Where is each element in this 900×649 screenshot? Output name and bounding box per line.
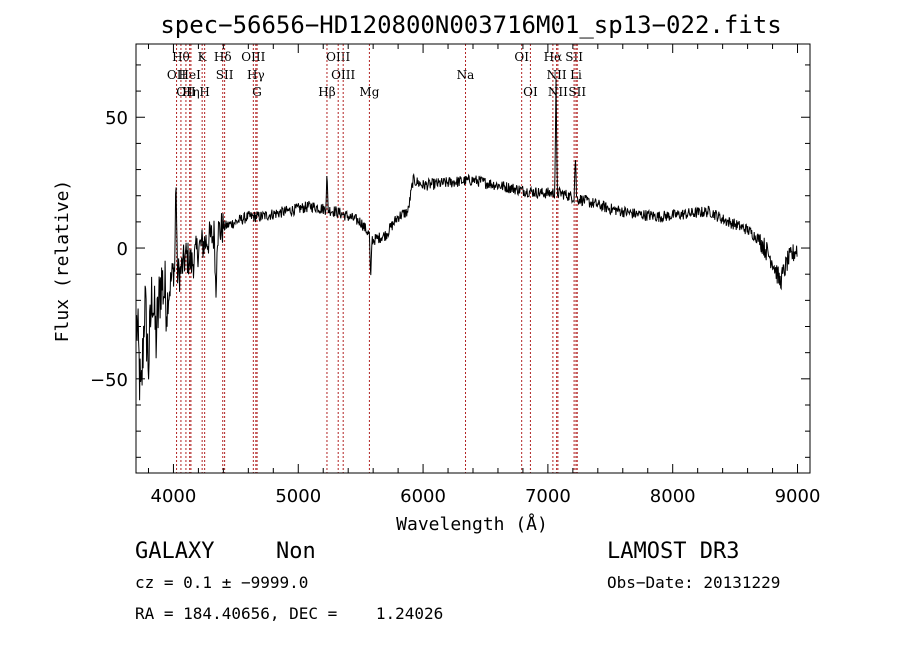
line-marker-label-0: OII	[167, 68, 187, 82]
line-marker-label-6: H	[199, 85, 209, 99]
plot-axes: 4000 5000 6000 7000 8000 9000 −50 0 50	[90, 43, 821, 507]
spectrum-series	[136, 78, 798, 401]
line-marker-label-12: Hβ	[318, 85, 335, 99]
x-tick-label-2: 6000	[400, 486, 446, 507]
line-marker-label-8: SII	[216, 68, 234, 82]
line-marker-label-24: SII	[568, 85, 586, 99]
x-tick-label-1: 5000	[275, 486, 321, 507]
line-marker-label-10: Hγ	[247, 68, 265, 82]
line-marker-label-21: NII	[548, 85, 568, 99]
line-marker-label-7: Hδ	[214, 50, 232, 64]
line-marker-label-14: OIII	[331, 68, 355, 82]
observation-date: Obs−Date: 20131229	[607, 573, 781, 592]
coordinates-readout: RA = 184.40656, DEC = 1.24026	[135, 604, 444, 623]
line-marker-label-16: Na	[457, 68, 475, 82]
y-tick-label-2: 50	[105, 108, 128, 129]
x-tick-label-0: 4000	[151, 486, 197, 507]
redshift-readout: cz = 0.1 ± −9999.0	[135, 573, 309, 592]
line-marker-label-17: OI	[514, 50, 529, 64]
line-marker-label-23: Li	[570, 68, 582, 82]
line-marker-label-11: G	[252, 85, 262, 99]
line-marker-label-13: OIII	[326, 50, 350, 64]
line-marker-label-18: OI	[523, 85, 538, 99]
line-marker-label-19: Hα	[544, 50, 563, 64]
line-marker-label-9: OIII	[241, 50, 265, 64]
line-marker-label-5: K	[198, 50, 208, 64]
line-marker-label-4: Hη	[182, 85, 200, 99]
x-axis-label: Wavelength (Å)	[396, 513, 548, 535]
x-tick-label-3: 7000	[525, 486, 571, 507]
line-marker-label-22: SII	[565, 50, 583, 64]
y-tick-label-1: 0	[117, 239, 128, 260]
y-tick-label-0: −50	[90, 370, 128, 391]
x-tick-label-4: 8000	[650, 486, 696, 507]
line-marker-label-20: NII	[547, 68, 567, 82]
x-tick-label-5: 9000	[775, 486, 821, 507]
spectrum-line	[136, 78, 798, 401]
chart-title: spec−56656−HD120800N003716M01_sp13−022.f…	[160, 11, 781, 39]
object-subclass: Non	[276, 539, 316, 564]
plot-frame	[135, 43, 811, 474]
line-marker-label-15: Mg	[359, 85, 379, 99]
line-marker-label-3: HeI	[179, 68, 202, 82]
object-class: GALAXY	[135, 539, 215, 564]
y-axis-label: Flux (relative)	[52, 180, 73, 343]
survey-name: LAMOST DR3	[607, 539, 740, 564]
line-marker-label-1: Hθ	[172, 50, 190, 64]
